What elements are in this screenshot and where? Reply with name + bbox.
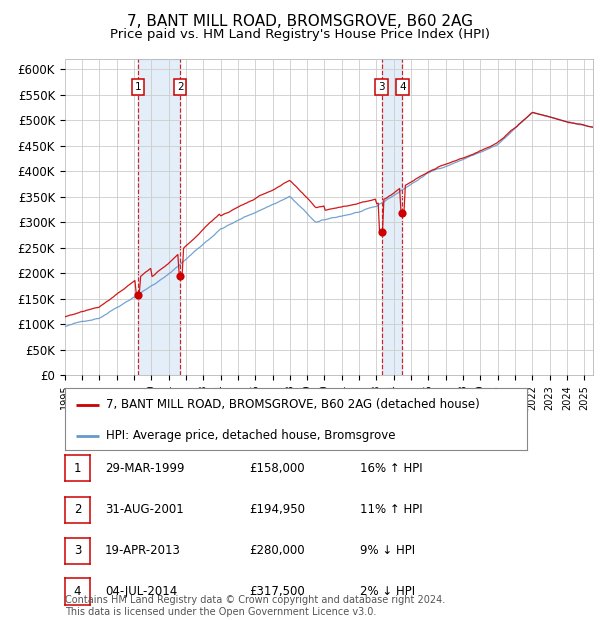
- Text: £280,000: £280,000: [249, 544, 305, 557]
- Text: 2: 2: [177, 82, 184, 92]
- Point: [377, 228, 386, 237]
- Text: 7, BANT MILL ROAD, BROMSGROVE, B60 2AG: 7, BANT MILL ROAD, BROMSGROVE, B60 2AG: [127, 14, 473, 29]
- Text: 4: 4: [399, 82, 406, 92]
- Text: 3: 3: [74, 544, 81, 557]
- Text: 2: 2: [74, 503, 81, 516]
- Text: 3: 3: [378, 82, 385, 92]
- Text: £158,000: £158,000: [249, 462, 305, 474]
- Text: 1: 1: [135, 82, 142, 92]
- Text: 2% ↓ HPI: 2% ↓ HPI: [360, 585, 415, 598]
- Text: £194,950: £194,950: [249, 503, 305, 516]
- Text: 31-AUG-2001: 31-AUG-2001: [105, 503, 184, 516]
- Text: 29-MAR-1999: 29-MAR-1999: [105, 462, 185, 474]
- Text: 19-APR-2013: 19-APR-2013: [105, 544, 181, 557]
- Text: Contains HM Land Registry data © Crown copyright and database right 2024.
This d: Contains HM Land Registry data © Crown c…: [65, 595, 445, 617]
- Text: 7, BANT MILL ROAD, BROMSGROVE, B60 2AG (detached house): 7, BANT MILL ROAD, BROMSGROVE, B60 2AG (…: [106, 399, 480, 411]
- Text: HPI: Average price, detached house, Bromsgrove: HPI: Average price, detached house, Brom…: [106, 430, 396, 442]
- Text: £317,500: £317,500: [249, 585, 305, 598]
- Text: 1: 1: [74, 462, 81, 474]
- Point: [398, 208, 407, 218]
- Text: Price paid vs. HM Land Registry's House Price Index (HPI): Price paid vs. HM Land Registry's House …: [110, 28, 490, 41]
- Text: 4: 4: [74, 585, 81, 598]
- Text: 04-JUL-2014: 04-JUL-2014: [105, 585, 177, 598]
- Bar: [138, 59, 180, 375]
- Text: 9% ↓ HPI: 9% ↓ HPI: [360, 544, 415, 557]
- Point: [175, 271, 185, 281]
- Text: 16% ↑ HPI: 16% ↑ HPI: [360, 462, 422, 474]
- Text: 11% ↑ HPI: 11% ↑ HPI: [360, 503, 422, 516]
- Point: [133, 290, 143, 299]
- Bar: [382, 59, 403, 375]
